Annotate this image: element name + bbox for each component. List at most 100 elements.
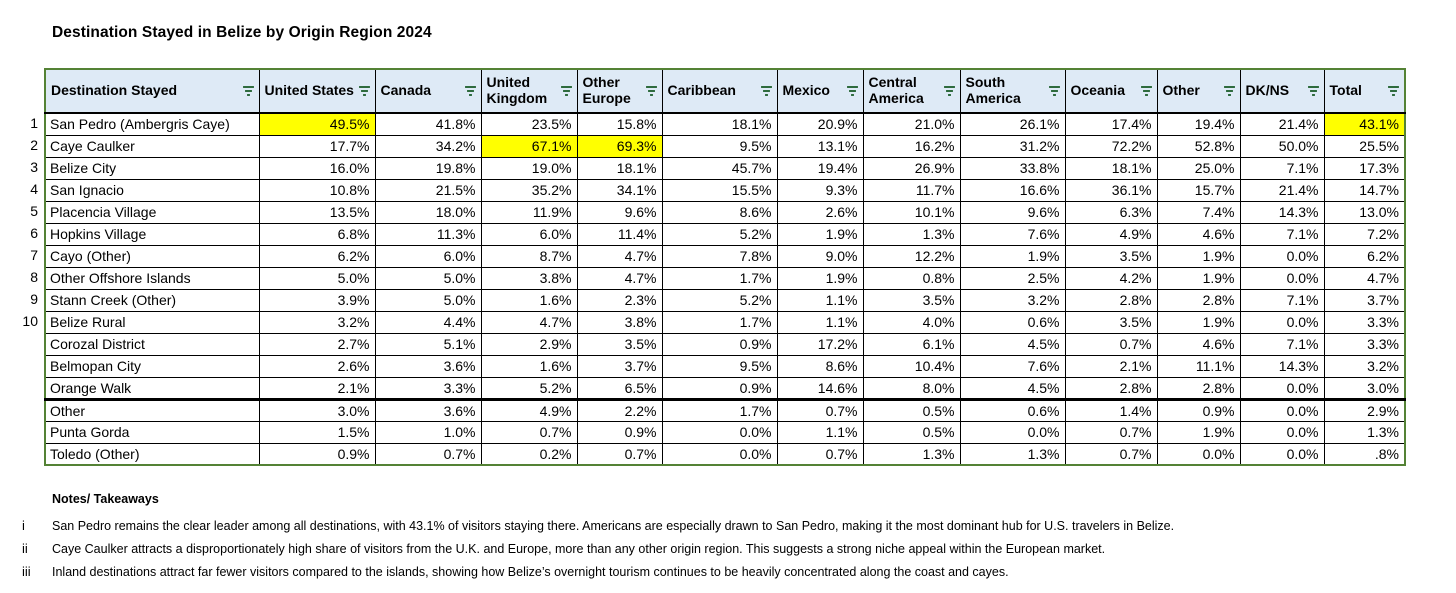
value-cell[interactable]: 7.1%	[1239, 222, 1325, 246]
value-cell[interactable]: 12.2%	[862, 244, 961, 268]
value-cell[interactable]: 10.4%	[862, 354, 961, 378]
value-cell[interactable]: 7.6%	[959, 354, 1066, 378]
filter-icon[interactable]	[846, 84, 859, 98]
value-cell[interactable]: 0.0%	[1239, 244, 1325, 268]
value-cell[interactable]: 11.9%	[480, 200, 578, 224]
destination-cell[interactable]: Belize Rural	[44, 310, 260, 334]
value-cell[interactable]: 10.1%	[862, 200, 961, 224]
value-cell[interactable]: 7.6%	[959, 222, 1066, 246]
filter-icon[interactable]	[1387, 84, 1400, 98]
value-cell[interactable]: 7.4%	[1156, 200, 1241, 224]
value-cell[interactable]: 5.0%	[374, 288, 482, 312]
value-cell[interactable]: 3.5%	[1064, 244, 1158, 268]
value-cell[interactable]: 7.2%	[1323, 222, 1406, 246]
value-cell[interactable]: 0.6%	[959, 310, 1066, 334]
value-cell[interactable]: 3.2%	[258, 310, 376, 334]
value-cell[interactable]: 3.8%	[480, 266, 578, 290]
value-cell[interactable]: 15.5%	[661, 178, 778, 202]
filter-icon[interactable]	[358, 84, 371, 98]
value-cell[interactable]: 16.0%	[258, 156, 376, 180]
value-cell[interactable]: 4.7%	[1323, 266, 1406, 290]
value-cell[interactable]: 1.9%	[776, 266, 864, 290]
value-cell[interactable]: 0.2%	[480, 442, 578, 466]
value-cell[interactable]: 0.0%	[1239, 442, 1325, 466]
highlighted-value-cell[interactable]: 69.3%	[576, 134, 663, 158]
value-cell[interactable]: 3.5%	[1064, 310, 1158, 334]
value-cell[interactable]: 15.7%	[1156, 178, 1241, 202]
value-cell[interactable]: 14.6%	[776, 376, 864, 400]
value-cell[interactable]: 7.1%	[1239, 288, 1325, 312]
destination-cell[interactable]: Other Offshore Islands	[44, 266, 260, 290]
value-cell[interactable]: 1.1%	[776, 420, 864, 444]
value-cell[interactable]: 9.5%	[661, 354, 778, 378]
value-cell[interactable]: 4.2%	[1064, 266, 1158, 290]
value-cell[interactable]: 6.5%	[576, 376, 663, 400]
value-cell[interactable]: 2.9%	[1323, 397, 1406, 422]
value-cell[interactable]: 13.1%	[776, 134, 864, 158]
value-cell[interactable]: 1.9%	[959, 244, 1066, 268]
value-cell[interactable]: 0.6%	[959, 397, 1066, 422]
value-cell[interactable]: 52.8%	[1156, 134, 1241, 158]
value-cell[interactable]: 1.3%	[862, 442, 961, 466]
value-cell[interactable]: 1.7%	[661, 397, 778, 422]
filter-icon[interactable]	[1048, 84, 1061, 98]
value-cell[interactable]: 17.7%	[258, 134, 376, 158]
value-cell[interactable]: 6.8%	[258, 222, 376, 246]
value-cell[interactable]: 2.9%	[480, 332, 578, 356]
value-cell[interactable]: 1.9%	[776, 222, 864, 246]
value-cell[interactable]: 3.3%	[1323, 310, 1406, 334]
value-cell[interactable]: 1.6%	[480, 354, 578, 378]
value-cell[interactable]: 1.9%	[1156, 244, 1241, 268]
value-cell[interactable]: 1.1%	[776, 288, 864, 312]
value-cell[interactable]: 0.7%	[1064, 420, 1158, 444]
value-cell[interactable]: 8.6%	[776, 354, 864, 378]
value-cell[interactable]: 1.9%	[1156, 310, 1241, 334]
value-cell[interactable]: 7.1%	[1239, 156, 1325, 180]
destination-cell[interactable]: Orange Walk	[44, 376, 260, 400]
value-cell[interactable]: 1.7%	[661, 310, 778, 334]
value-cell[interactable]: 5.2%	[661, 288, 778, 312]
value-cell[interactable]: 2.8%	[1064, 376, 1158, 400]
value-cell[interactable]: 23.5%	[480, 112, 578, 136]
filter-icon[interactable]	[560, 84, 573, 98]
value-cell[interactable]: 1.5%	[258, 420, 376, 444]
value-cell[interactable]: 9.5%	[661, 134, 778, 158]
value-cell[interactable]: 3.6%	[374, 354, 482, 378]
value-cell[interactable]: 4.9%	[480, 397, 578, 422]
value-cell[interactable]: 16.2%	[862, 134, 961, 158]
filter-icon[interactable]	[1307, 84, 1320, 98]
highlighted-value-cell[interactable]: 43.1%	[1323, 112, 1406, 136]
highlighted-value-cell[interactable]: 49.5%	[258, 112, 376, 136]
value-cell[interactable]: 6.3%	[1064, 200, 1158, 224]
value-cell[interactable]: 8.0%	[862, 376, 961, 400]
value-cell[interactable]: 11.4%	[576, 222, 663, 246]
value-cell[interactable]: 0.0%	[1239, 397, 1325, 422]
value-cell[interactable]: 3.7%	[576, 354, 663, 378]
value-cell[interactable]: 4.9%	[1064, 222, 1158, 246]
destination-cell[interactable]: Corozal District	[44, 332, 260, 356]
value-cell[interactable]: 5.2%	[480, 376, 578, 400]
value-cell[interactable]: 9.6%	[959, 200, 1066, 224]
value-cell[interactable]: 50.0%	[1239, 134, 1325, 158]
value-cell[interactable]: 0.7%	[1064, 442, 1158, 466]
value-cell[interactable]: 0.0%	[1239, 310, 1325, 334]
value-cell[interactable]: 11.1%	[1156, 354, 1241, 378]
value-cell[interactable]: 1.6%	[480, 288, 578, 312]
column-header[interactable]: United States	[258, 68, 376, 114]
column-header[interactable]: United Kingdom	[480, 68, 578, 114]
value-cell[interactable]: 9.0%	[776, 244, 864, 268]
column-header[interactable]: South America	[959, 68, 1066, 114]
column-header[interactable]: Caribbean	[661, 68, 778, 114]
destination-cell[interactable]: Stann Creek (Other)	[44, 288, 260, 312]
column-header[interactable]: Mexico	[776, 68, 864, 114]
value-cell[interactable]: 6.0%	[480, 222, 578, 246]
value-cell[interactable]: 4.7%	[480, 310, 578, 334]
value-cell[interactable]: 0.7%	[776, 442, 864, 466]
filter-icon[interactable]	[1223, 84, 1236, 98]
value-cell[interactable]: 21.4%	[1239, 112, 1325, 136]
value-cell[interactable]: 0.0%	[1239, 266, 1325, 290]
value-cell[interactable]: 0.0%	[1239, 420, 1325, 444]
value-cell[interactable]: 25.5%	[1323, 134, 1406, 158]
filter-icon[interactable]	[1140, 84, 1153, 98]
value-cell[interactable]: 1.3%	[1323, 420, 1406, 444]
